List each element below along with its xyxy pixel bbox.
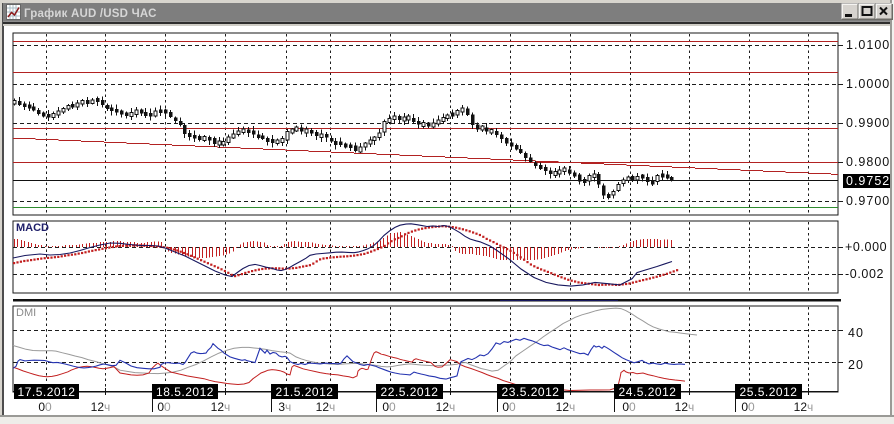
svg-text:12: 12	[436, 400, 450, 414]
svg-text:ч: ч	[807, 400, 813, 414]
svg-text:22.5.2012: 22.5.2012	[381, 385, 439, 399]
svg-text:0: 0	[741, 400, 748, 414]
svg-text:0: 0	[502, 400, 509, 414]
svg-text:ч: ч	[285, 400, 291, 414]
svg-text:DMI: DMI	[16, 307, 36, 319]
svg-text:ч: ч	[104, 400, 110, 414]
svg-text:0: 0	[382, 400, 389, 414]
svg-text:3: 3	[278, 400, 285, 414]
svg-text:0: 0	[38, 400, 45, 414]
svg-text:0: 0	[164, 400, 171, 414]
svg-text:23.5.2012: 23.5.2012	[502, 385, 560, 399]
svg-text:0: 0	[389, 400, 396, 414]
svg-text:0: 0	[748, 400, 755, 414]
svg-text:20: 20	[848, 358, 864, 372]
svg-text:17.5.2012: 17.5.2012	[18, 385, 76, 399]
svg-text:ч: ч	[329, 400, 335, 414]
svg-text:25.5.2012: 25.5.2012	[740, 385, 798, 399]
svg-text:0.9800: 0.9800	[846, 155, 890, 169]
svg-text:12: 12	[675, 400, 689, 414]
svg-text:40: 40	[848, 326, 864, 340]
svg-text:12: 12	[794, 400, 808, 414]
svg-text:1.0000: 1.0000	[846, 77, 890, 91]
svg-text:-0.002: -0.002	[845, 267, 884, 281]
svg-text:0: 0	[157, 400, 164, 414]
svg-text:1.0100: 1.0100	[846, 38, 890, 52]
svg-text:12: 12	[91, 400, 105, 414]
svg-text:0: 0	[629, 400, 636, 414]
svg-text:График AUD /USD ЧАС: График AUD /USD ЧАС	[24, 8, 157, 20]
svg-text:ч: ч	[688, 400, 694, 414]
svg-text:0: 0	[509, 400, 516, 414]
svg-text:12: 12	[556, 400, 570, 414]
svg-text:12: 12	[211, 400, 225, 414]
svg-text:0.9900: 0.9900	[846, 116, 890, 130]
svg-text:12: 12	[316, 400, 330, 414]
svg-text:ч: ч	[224, 400, 230, 414]
svg-text:24.5.2012: 24.5.2012	[619, 385, 677, 399]
svg-text:0.9752: 0.9752	[846, 174, 890, 188]
svg-text:0: 0	[622, 400, 629, 414]
svg-text:0: 0	[45, 400, 52, 414]
svg-text:0.9700: 0.9700	[846, 194, 890, 208]
svg-text:18.5.2012: 18.5.2012	[156, 385, 214, 399]
svg-text:+0.000: +0.000	[845, 240, 887, 254]
svg-text:21.5.2012: 21.5.2012	[276, 385, 334, 399]
svg-text:MACD: MACD	[16, 222, 49, 234]
svg-text:ч: ч	[449, 400, 455, 414]
svg-text:ч: ч	[569, 400, 575, 414]
